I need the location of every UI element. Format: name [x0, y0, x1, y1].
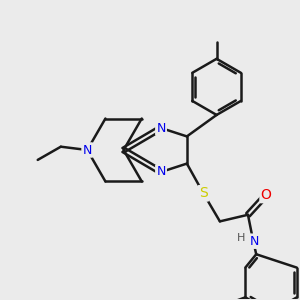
Text: S: S [199, 186, 208, 200]
Text: O: O [261, 188, 272, 202]
Text: H: H [237, 233, 245, 243]
Text: N: N [156, 122, 166, 134]
Text: N: N [250, 235, 259, 248]
Text: N: N [156, 166, 166, 178]
Text: N: N [82, 143, 92, 157]
